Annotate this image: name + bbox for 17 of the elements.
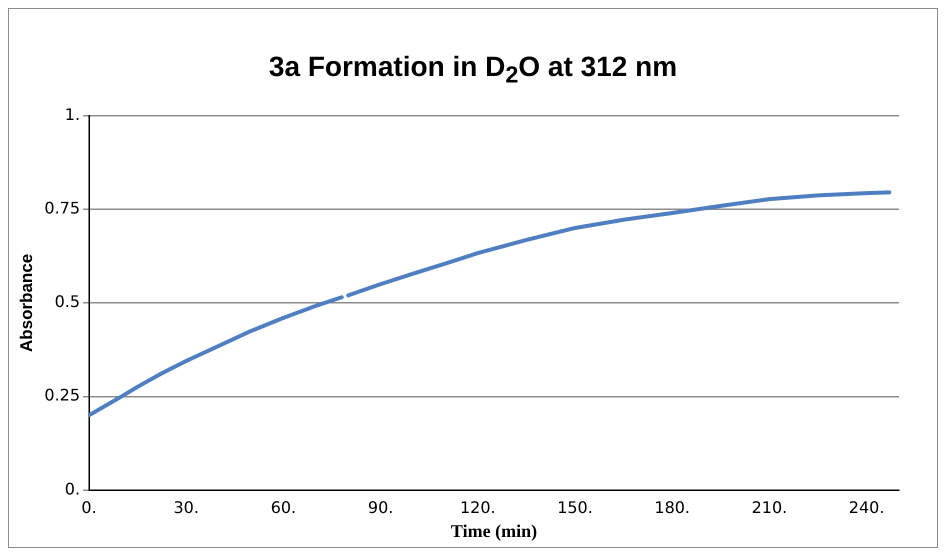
x-tick-label: 60.	[270, 498, 296, 517]
x-tick-label: 120.	[460, 498, 496, 517]
x-axis-title: Time (min)	[450, 520, 538, 541]
x-tick-label: 240.	[848, 498, 884, 517]
x-tick-label: 210.	[752, 498, 788, 517]
x-tick-label: 0.	[81, 498, 97, 517]
x-tick-label: 180.	[654, 498, 690, 517]
x-tick-label: 90.	[368, 498, 394, 517]
x-tick-label: 150.	[557, 498, 593, 517]
chart-title: 3a Formation in D$_{2}$O at 312 nm	[268, 50, 678, 90]
y-tick-label: 1.	[64, 104, 80, 124]
y-tick-label: 0.	[64, 479, 80, 498]
y-tick-label: 0.75	[44, 198, 80, 218]
y-tick-label: 0.5	[54, 292, 80, 312]
x-tick-label: 30.	[173, 498, 199, 517]
y-tick-label: 0.25	[44, 386, 80, 405]
y-axis-title: Absorbance	[16, 254, 36, 352]
